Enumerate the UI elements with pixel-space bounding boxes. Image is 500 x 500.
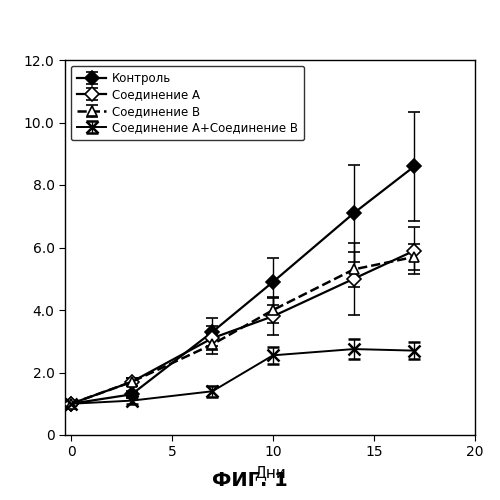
Legend: Контроль, Соединение A, Соединение B, Соединение A+Соединение B: Контроль, Соединение A, Соединение B, Со… <box>71 66 304 140</box>
X-axis label: Дни: Дни <box>254 465 286 480</box>
Text: ФИГ. 1: ФИГ. 1 <box>212 471 288 490</box>
